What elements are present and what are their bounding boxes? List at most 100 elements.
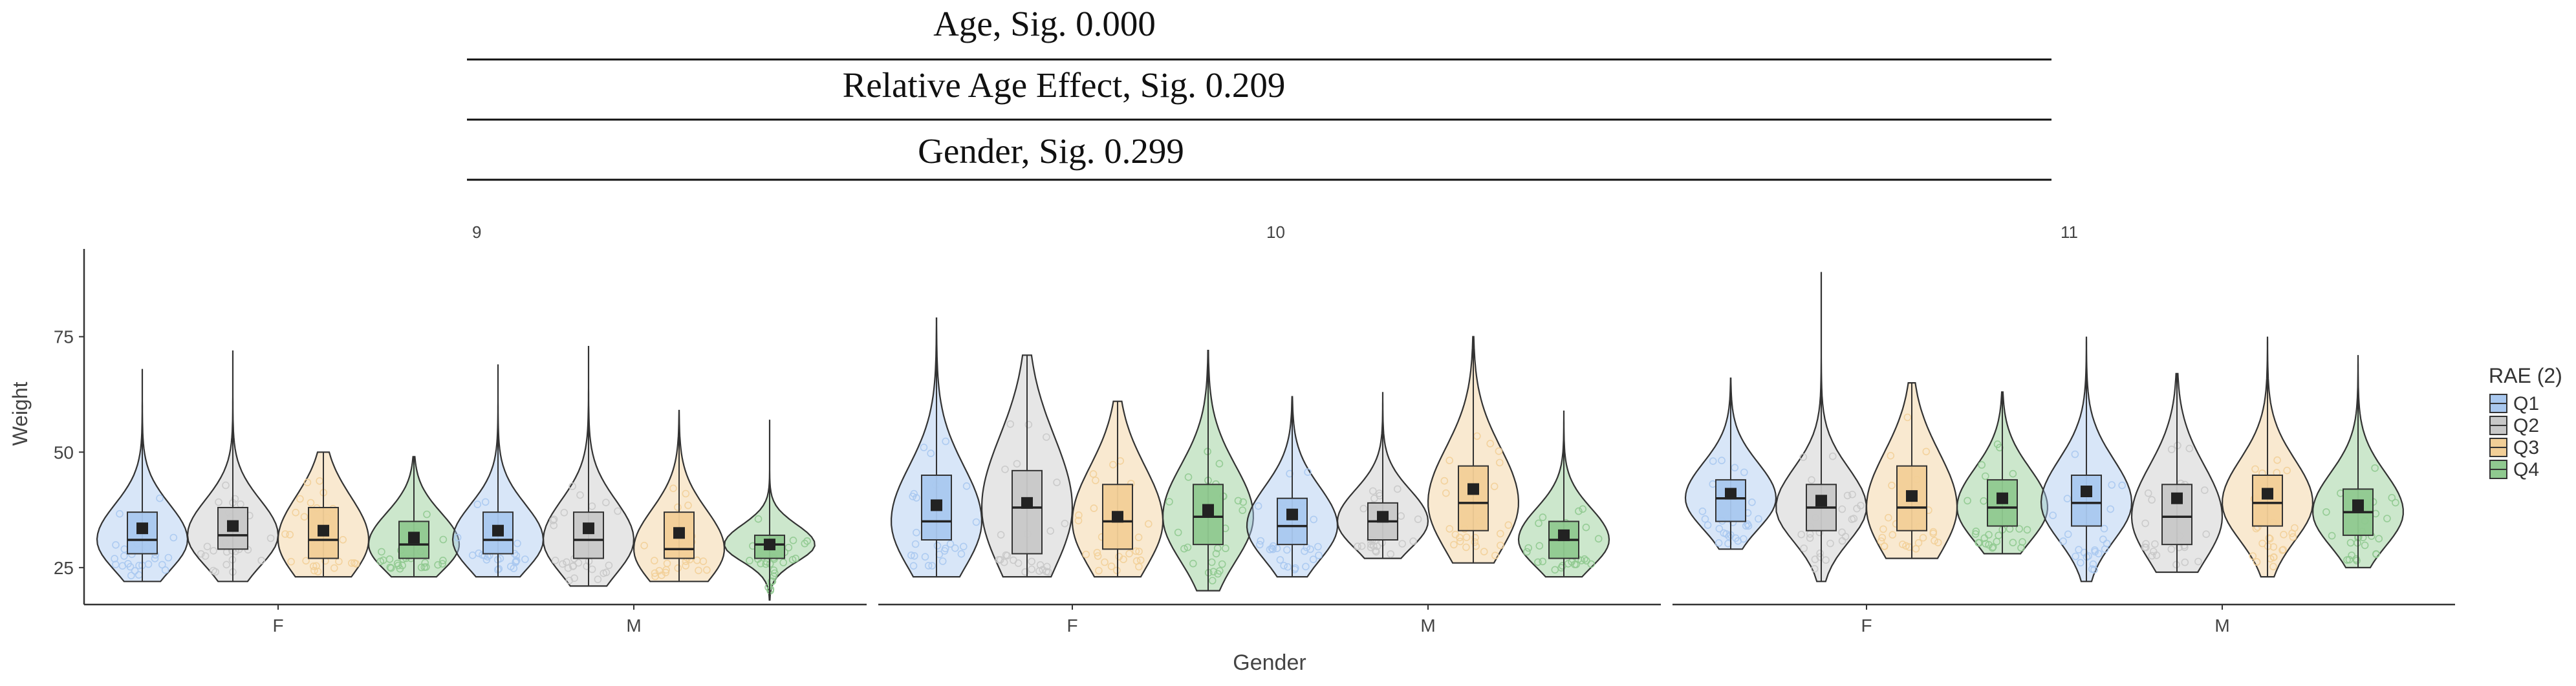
- data-point: [281, 530, 289, 538]
- data-point: [161, 566, 169, 574]
- iqr-box: [1277, 497, 1308, 546]
- violin-series: [1956, 391, 2048, 555]
- data-point: [1101, 558, 1109, 566]
- data-point: [127, 572, 135, 580]
- data-point: [1092, 477, 1099, 484]
- data-point: [111, 555, 118, 563]
- data-point: [1394, 485, 1402, 493]
- x-tick-label: M: [626, 616, 641, 636]
- data-point: [662, 568, 670, 577]
- data-point: [1314, 542, 1322, 551]
- data-point: [1218, 560, 1226, 568]
- data-point: [478, 551, 486, 559]
- data-point: [920, 444, 928, 451]
- data-point: [2201, 486, 2209, 495]
- data-point: [1180, 544, 1188, 553]
- data-point: [1486, 440, 1494, 447]
- violin-series: [1517, 411, 1610, 578]
- violin-series: [724, 420, 816, 601]
- data-point: [2089, 560, 2097, 568]
- data-point: [957, 550, 966, 558]
- data-point: [1740, 468, 1748, 477]
- data-point: [600, 569, 608, 577]
- data-point: [286, 531, 294, 539]
- data-point: [300, 513, 308, 521]
- x-tick-label: M: [1420, 616, 1435, 636]
- data-point: [439, 535, 448, 544]
- data-point: [2106, 505, 2114, 513]
- data-point: [2103, 539, 2111, 548]
- data-point: [1800, 544, 1808, 552]
- data-point: [156, 494, 164, 502]
- mean-marker: [2081, 486, 2092, 497]
- data-point: [1044, 568, 1052, 576]
- data-point: [1222, 544, 1229, 552]
- data-point: [1028, 557, 1035, 566]
- data-point: [2152, 551, 2161, 559]
- x-tick-label: F: [272, 616, 283, 636]
- data-point: [1136, 556, 1145, 564]
- mean-marker: [1021, 497, 1033, 509]
- data-point: [231, 495, 239, 503]
- data-point: [439, 556, 447, 564]
- data-point: [2253, 558, 2261, 566]
- data-point: [1504, 521, 1513, 529]
- violin-series: [1162, 350, 1255, 592]
- data-point: [1095, 566, 1103, 575]
- data-point: [1877, 537, 1885, 545]
- data-point: [1742, 522, 1750, 530]
- data-point: [1369, 487, 1377, 495]
- data-point: [1462, 543, 1470, 552]
- data-point: [2080, 548, 2088, 557]
- data-point: [1497, 530, 1504, 538]
- data-point: [197, 550, 205, 558]
- data-point: [1442, 489, 1450, 497]
- violin-series: [1865, 382, 1958, 559]
- data-point: [339, 535, 347, 544]
- data-point: [2291, 524, 2299, 532]
- data-point: [1709, 457, 1717, 466]
- data-point: [1061, 519, 1069, 528]
- mean-marker: [492, 524, 504, 537]
- data-point: [1850, 515, 1858, 522]
- data-point: [1988, 544, 1997, 552]
- stat-relative-age-effect: Relative Age Effect, Sig. 0.209: [843, 65, 1286, 105]
- violin-series: [2221, 336, 2314, 578]
- data-point: [972, 518, 980, 526]
- data-point: [1964, 497, 1971, 505]
- data-point: [1829, 452, 1837, 460]
- legend-label: Q4: [2513, 459, 2539, 480]
- data-point: [1722, 530, 1730, 538]
- violin-series: [2312, 355, 2404, 568]
- data-point: [568, 482, 576, 490]
- data-point: [1535, 519, 1542, 528]
- data-point: [2249, 552, 2257, 560]
- violin-series: [1684, 377, 1777, 550]
- data-point: [1810, 564, 1819, 573]
- data-point: [1372, 548, 1380, 556]
- mean-marker: [318, 524, 329, 537]
- data-point: [1028, 565, 1035, 573]
- data-point: [1748, 498, 1756, 506]
- legend-label: Q3: [2513, 437, 2539, 458]
- data-point: [2269, 563, 2277, 571]
- data-point: [951, 544, 959, 552]
- data-point: [788, 555, 797, 564]
- data-point: [1075, 511, 1083, 519]
- iqr-box: [1458, 465, 1489, 531]
- data-point: [164, 553, 173, 562]
- data-point: [2353, 557, 2361, 564]
- data-point: [614, 507, 622, 515]
- data-point: [1755, 515, 1762, 523]
- data-point: [131, 567, 139, 575]
- data-point: [1306, 545, 1314, 553]
- data-point: [1912, 544, 1920, 553]
- data-point: [434, 561, 442, 569]
- data-point: [574, 559, 583, 567]
- data-point: [602, 498, 610, 507]
- data-point: [481, 498, 490, 506]
- data-point: [1107, 563, 1116, 570]
- data-point: [1046, 527, 1054, 535]
- data-point: [1189, 559, 1197, 568]
